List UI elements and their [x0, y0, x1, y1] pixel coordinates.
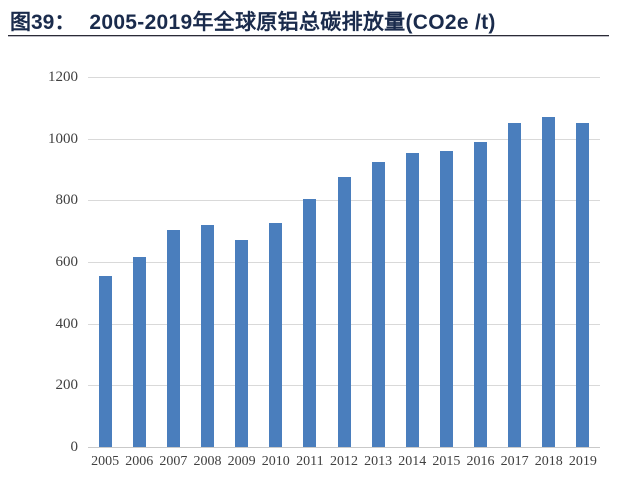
- x-tick-label-2017: 2017: [500, 454, 529, 469]
- bar-2013: [371, 161, 385, 447]
- x-tick-label-2005: 2005: [91, 454, 120, 469]
- bar-2011: [303, 198, 317, 447]
- x-tick-label-2012: 2012: [329, 454, 358, 469]
- x-tick-label-2019: 2019: [568, 454, 597, 469]
- x-tick-label-2006: 2006: [125, 454, 154, 469]
- bar-2007: [166, 229, 180, 447]
- figure-title: 2005-2019年全球原铝总碳排放量(CO2e /t): [89, 11, 496, 34]
- bar-2012: [337, 177, 351, 447]
- x-tick-label-2009: 2009: [227, 454, 256, 469]
- bar-2010: [269, 223, 283, 447]
- bar-2014: [405, 152, 419, 447]
- header-divider: [8, 35, 609, 37]
- y-tick-label-600: 600: [55, 254, 79, 270]
- y-tick-label-1200: 1200: [48, 69, 78, 85]
- y-tick-label-200: 200: [55, 377, 79, 394]
- x-tick-label-2010: 2010: [261, 454, 290, 469]
- y-tick-label-400: 400: [55, 315, 79, 332]
- plot-area: 0 200 400 600 800 1000 1200 2005 2006 2007 2008 200…: [48, 69, 600, 469]
- figure-number-label: 图39：: [10, 11, 76, 34]
- y-tick-label-1000: 1000: [48, 130, 78, 147]
- gridline-1000: [88, 138, 600, 140]
- bar-2017: [508, 123, 522, 447]
- x-tick-label-2014: 2014: [398, 454, 427, 469]
- gridline-1200: [88, 77, 600, 78]
- bar-2006: [132, 257, 146, 447]
- x-tick-label-2015: 2015: [432, 454, 461, 469]
- gridline-0: [88, 447, 600, 448]
- bar-2008: [200, 225, 214, 447]
- x-tick-label-2013: 2013: [364, 454, 393, 469]
- x-tick-label-2016: 2016: [466, 454, 495, 469]
- bar-2016: [474, 141, 488, 447]
- y-tick-label-0: 0: [70, 439, 79, 455]
- x-tick-label-2011: 2011: [296, 454, 324, 469]
- x-tick-label-2008: 2008: [193, 454, 222, 469]
- x-tick-label-2007: 2007: [159, 454, 188, 469]
- bar-2015: [439, 151, 453, 447]
- x-tick-label-2018: 2018: [534, 454, 563, 469]
- bar-2019: [576, 123, 590, 447]
- bar-2005: [98, 275, 112, 447]
- y-tick-label-800: 800: [55, 192, 79, 209]
- bar-2009: [235, 240, 249, 447]
- figure-header: 图39： 2005-2019年全球原铝总碳排放量(CO2e /t): [10, 6, 630, 36]
- bar-2018: [542, 117, 556, 447]
